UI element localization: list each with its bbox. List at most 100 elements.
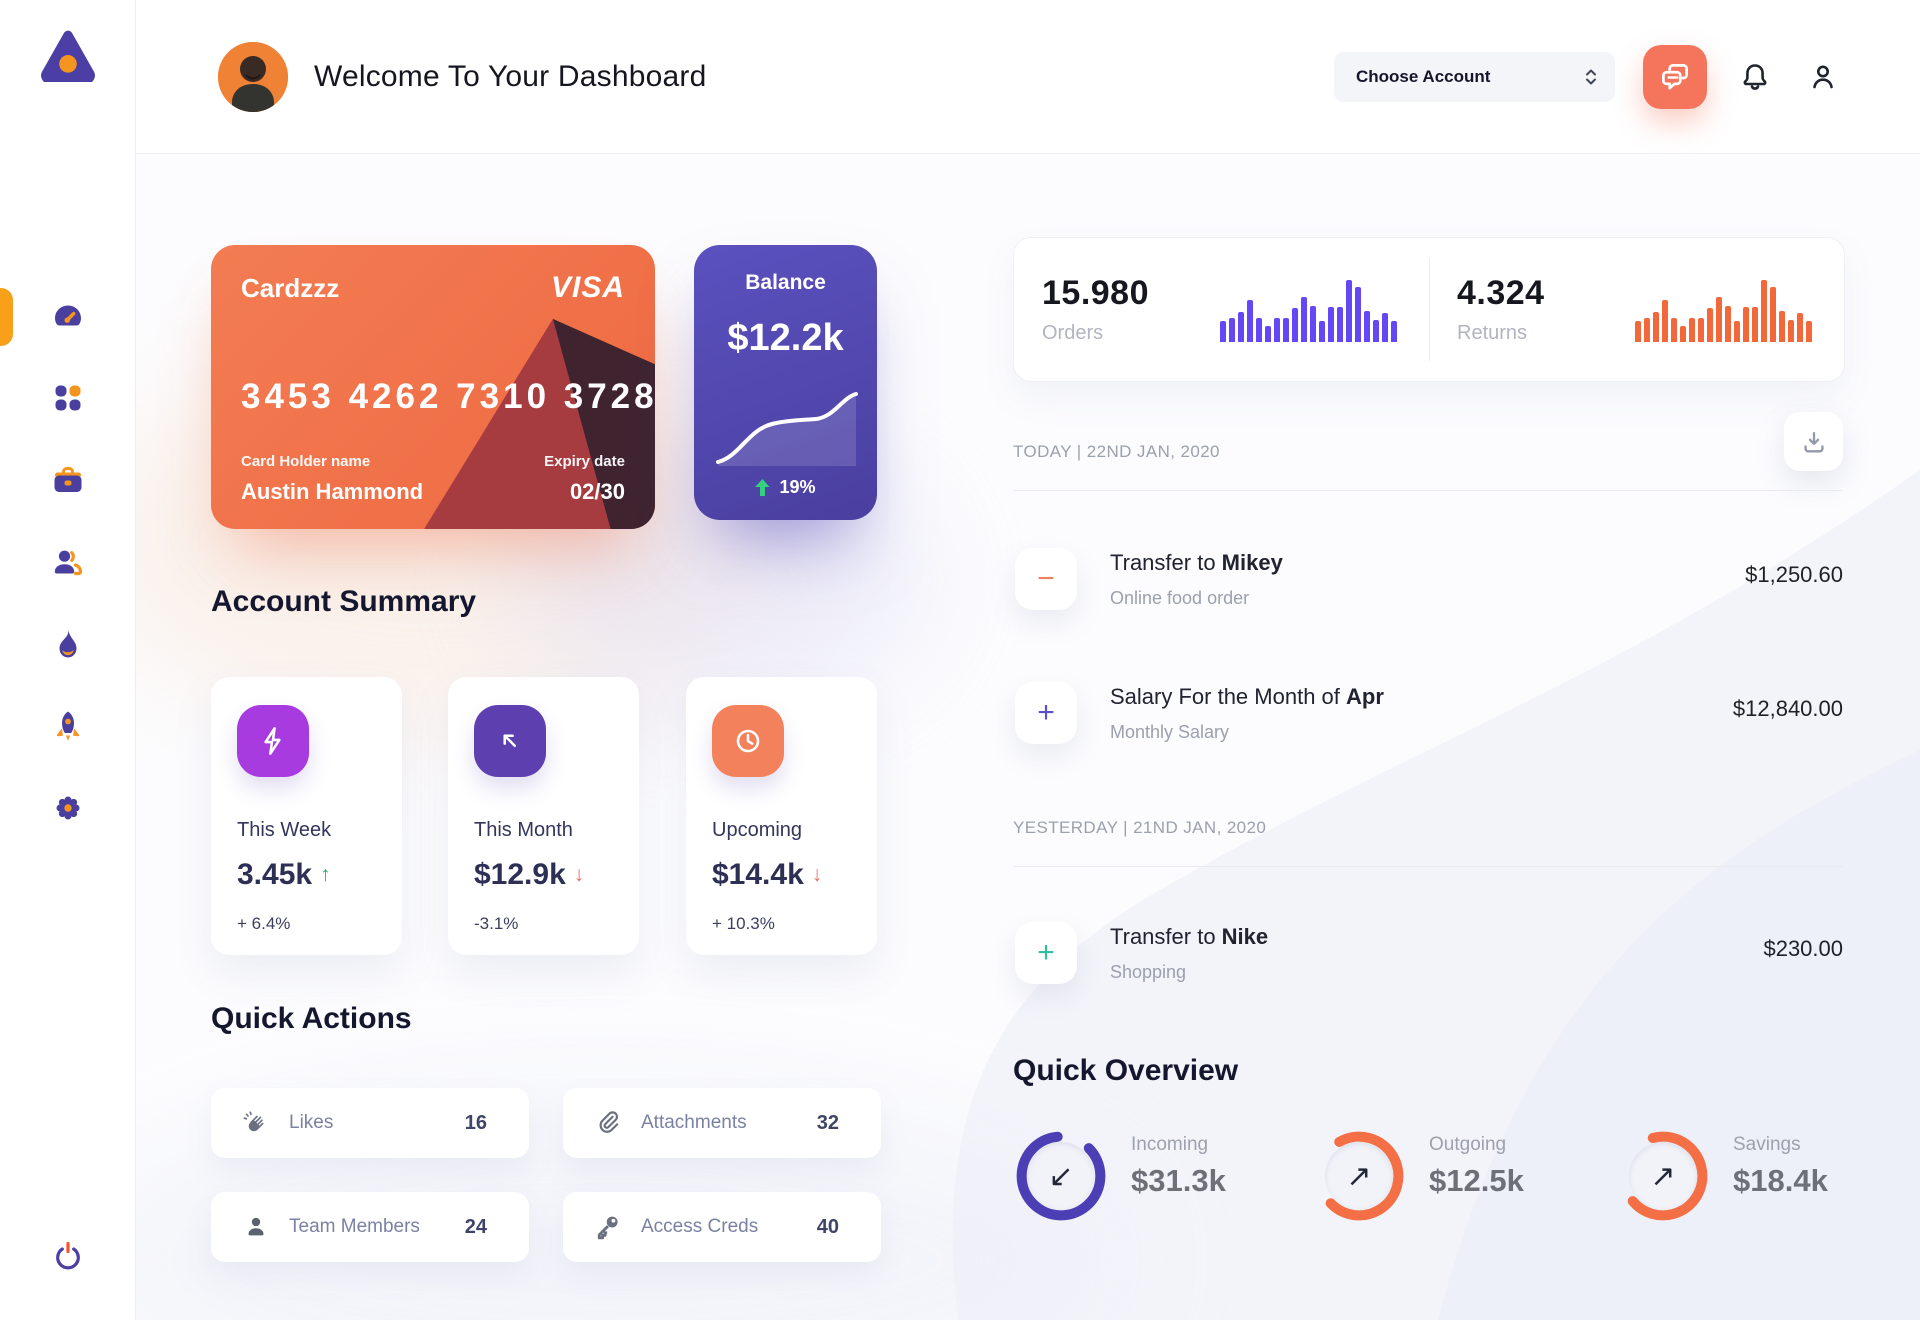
sidebar-item-portfolio[interactable] <box>50 462 86 498</box>
trend-down-icon: ↓ <box>811 863 823 886</box>
sidebar-item-trending[interactable] <box>50 626 86 662</box>
avatar[interactable] <box>218 41 288 112</box>
active-nav-indicator <box>0 288 13 346</box>
quick-action-label: Team Members <box>289 1216 420 1237</box>
summary-label: This Week <box>237 819 332 841</box>
clap-icon <box>243 1111 264 1132</box>
logout-button[interactable] <box>50 1238 86 1274</box>
plus-icon: + <box>1015 682 1077 744</box>
quick-action-label: Likes <box>289 1112 334 1133</box>
transaction-amount: $12,840.00 <box>1732 696 1843 721</box>
sidebar-item-team[interactable] <box>50 544 86 580</box>
page-title: Welcome To Your Dashboard <box>314 59 707 93</box>
returns-stat: 4.324 Returns <box>1429 238 1844 381</box>
trend-up-icon: ↑ <box>320 863 331 886</box>
minus-icon: − <box>1015 548 1077 610</box>
summary-value: $12.9k ↓ <box>474 858 585 891</box>
sidebar <box>0 0 136 1320</box>
transaction-title: Transfer to Nike <box>1110 924 1269 949</box>
account-select[interactable]: Choose Account <box>1334 51 1615 102</box>
sidebar-item-settings[interactable] <box>50 790 86 826</box>
key-icon <box>597 1216 618 1240</box>
transaction-title: Salary For the Month of Apr <box>1110 684 1384 709</box>
transfer-arrow-icon <box>474 705 546 777</box>
orders-label: Orders <box>1042 322 1104 344</box>
sidebar-item-launch[interactable] <box>50 708 86 744</box>
balance-title: Balance <box>745 271 826 294</box>
header-actions: Choose Account <box>1334 44 1843 109</box>
returns-value: 4.324 <box>1457 274 1545 312</box>
transaction-subtitle: Online food order <box>1110 588 1250 608</box>
overview-incoming: ↙ Incoming $31.3k <box>1013 1120 1226 1224</box>
arrow-up-icon <box>755 479 770 496</box>
balance-card: Balance $12.2k 19% <box>694 245 877 520</box>
transaction-row[interactable]: + Transfer to Nike Shopping $230.00 <box>1013 922 1843 1012</box>
summary-card-this-month: This Month $12.9k ↓ -3.1% <box>448 677 639 955</box>
briefcase-icon <box>54 467 81 492</box>
sidebar-item-apps[interactable] <box>50 380 86 416</box>
quick-action-count: 16 <box>464 1111 487 1134</box>
orders-bar-chart <box>1220 278 1397 342</box>
group-header-today: TODAY | 22ND JAN, 2020 <box>1013 442 1220 461</box>
app-logo-icon[interactable] <box>39 26 97 87</box>
transaction-subtitle: Monthly Salary <box>1110 722 1230 742</box>
savings-ring-chart: ↗ <box>1615 1128 1711 1224</box>
orders-value: 15.980 <box>1042 274 1149 312</box>
notifications-button[interactable] <box>1735 57 1775 97</box>
expiry-label: Expiry date <box>544 453 625 470</box>
chevron-up-down-icon <box>1586 69 1596 84</box>
flame-icon <box>59 630 76 658</box>
transaction-row[interactable]: − Transfer to Mikey Online food order $1… <box>1013 548 1843 638</box>
messages-button[interactable] <box>1643 44 1707 109</box>
quick-overview-title: Quick Overview <box>1013 1054 1239 1087</box>
rocket-icon <box>56 711 79 741</box>
speedometer-icon <box>54 305 81 326</box>
account-select-value: Choose Account <box>1356 66 1491 86</box>
card-details: Card Holder name Austin Hammond Expiry d… <box>241 453 625 505</box>
returns-label: Returns <box>1457 322 1528 344</box>
quick-action-count: 24 <box>464 1215 487 1238</box>
sidebar-item-dashboard[interactable] <box>50 298 86 334</box>
transaction-amount: $230.00 <box>1763 936 1843 961</box>
transaction-row[interactable]: + Salary For the Month of Apr Monthly Sa… <box>1013 682 1843 772</box>
plus-icon: + <box>1015 922 1077 984</box>
quick-action-attachments[interactable]: Attachments 32 <box>563 1088 881 1158</box>
quick-action-label: Access Creds <box>641 1216 759 1237</box>
visa-logo: VISA <box>550 271 625 304</box>
profile-button[interactable] <box>1803 57 1843 97</box>
transaction-amount: $1,250.60 <box>1745 562 1843 587</box>
clock-icon <box>712 705 784 777</box>
divider <box>1013 490 1843 491</box>
balance-change-value: 19% <box>779 477 816 497</box>
orders-stat: 15.980 Orders <box>1014 238 1429 381</box>
download-button[interactable] <box>1784 412 1843 471</box>
lightning-icon <box>237 705 309 777</box>
overview-value: $12.5k <box>1429 1163 1524 1198</box>
summary-delta: + 10.3% <box>712 914 775 933</box>
card-number: 3453 4262 7310 3728 <box>241 377 655 416</box>
gear-icon <box>56 796 79 820</box>
summary-card-upcoming: Upcoming $14.4k ↓ + 10.3% <box>686 677 877 955</box>
quick-action-access-creds[interactable]: Access Creds 40 <box>563 1192 881 1262</box>
quick-action-team-members[interactable]: Team Members 24 <box>211 1192 529 1262</box>
summary-delta: + 6.4% <box>237 914 291 933</box>
overview-outgoing: ↗ Outgoing $12.5k <box>1311 1120 1524 1224</box>
credit-card: Cardzzz VISA 3453 4262 7310 3728 Card Ho… <box>211 245 655 529</box>
divider <box>1013 866 1843 867</box>
transaction-title: Transfer to Mikey <box>1110 550 1283 575</box>
balance-amount: $12.2k <box>727 317 844 359</box>
account-summary-title: Account Summary <box>211 585 477 618</box>
chat-icon <box>1662 63 1688 89</box>
overview-savings: ↗ Savings $18.4k <box>1615 1120 1828 1224</box>
summary-value: $14.4k ↓ <box>712 858 823 891</box>
download-icon <box>1803 431 1824 452</box>
quick-actions-title: Quick Actions <box>211 1002 412 1035</box>
sidebar-nav <box>0 298 135 826</box>
summary-label: Upcoming <box>712 819 803 841</box>
expiry-value: 02/30 <box>569 479 625 504</box>
overview-value: $31.3k <box>1131 1163 1226 1198</box>
paperclip-icon <box>599 1111 619 1133</box>
incoming-ring-chart: ↙ <box>1013 1128 1109 1224</box>
quick-action-likes[interactable]: Likes 16 <box>211 1088 529 1158</box>
member-icon <box>248 1217 264 1236</box>
